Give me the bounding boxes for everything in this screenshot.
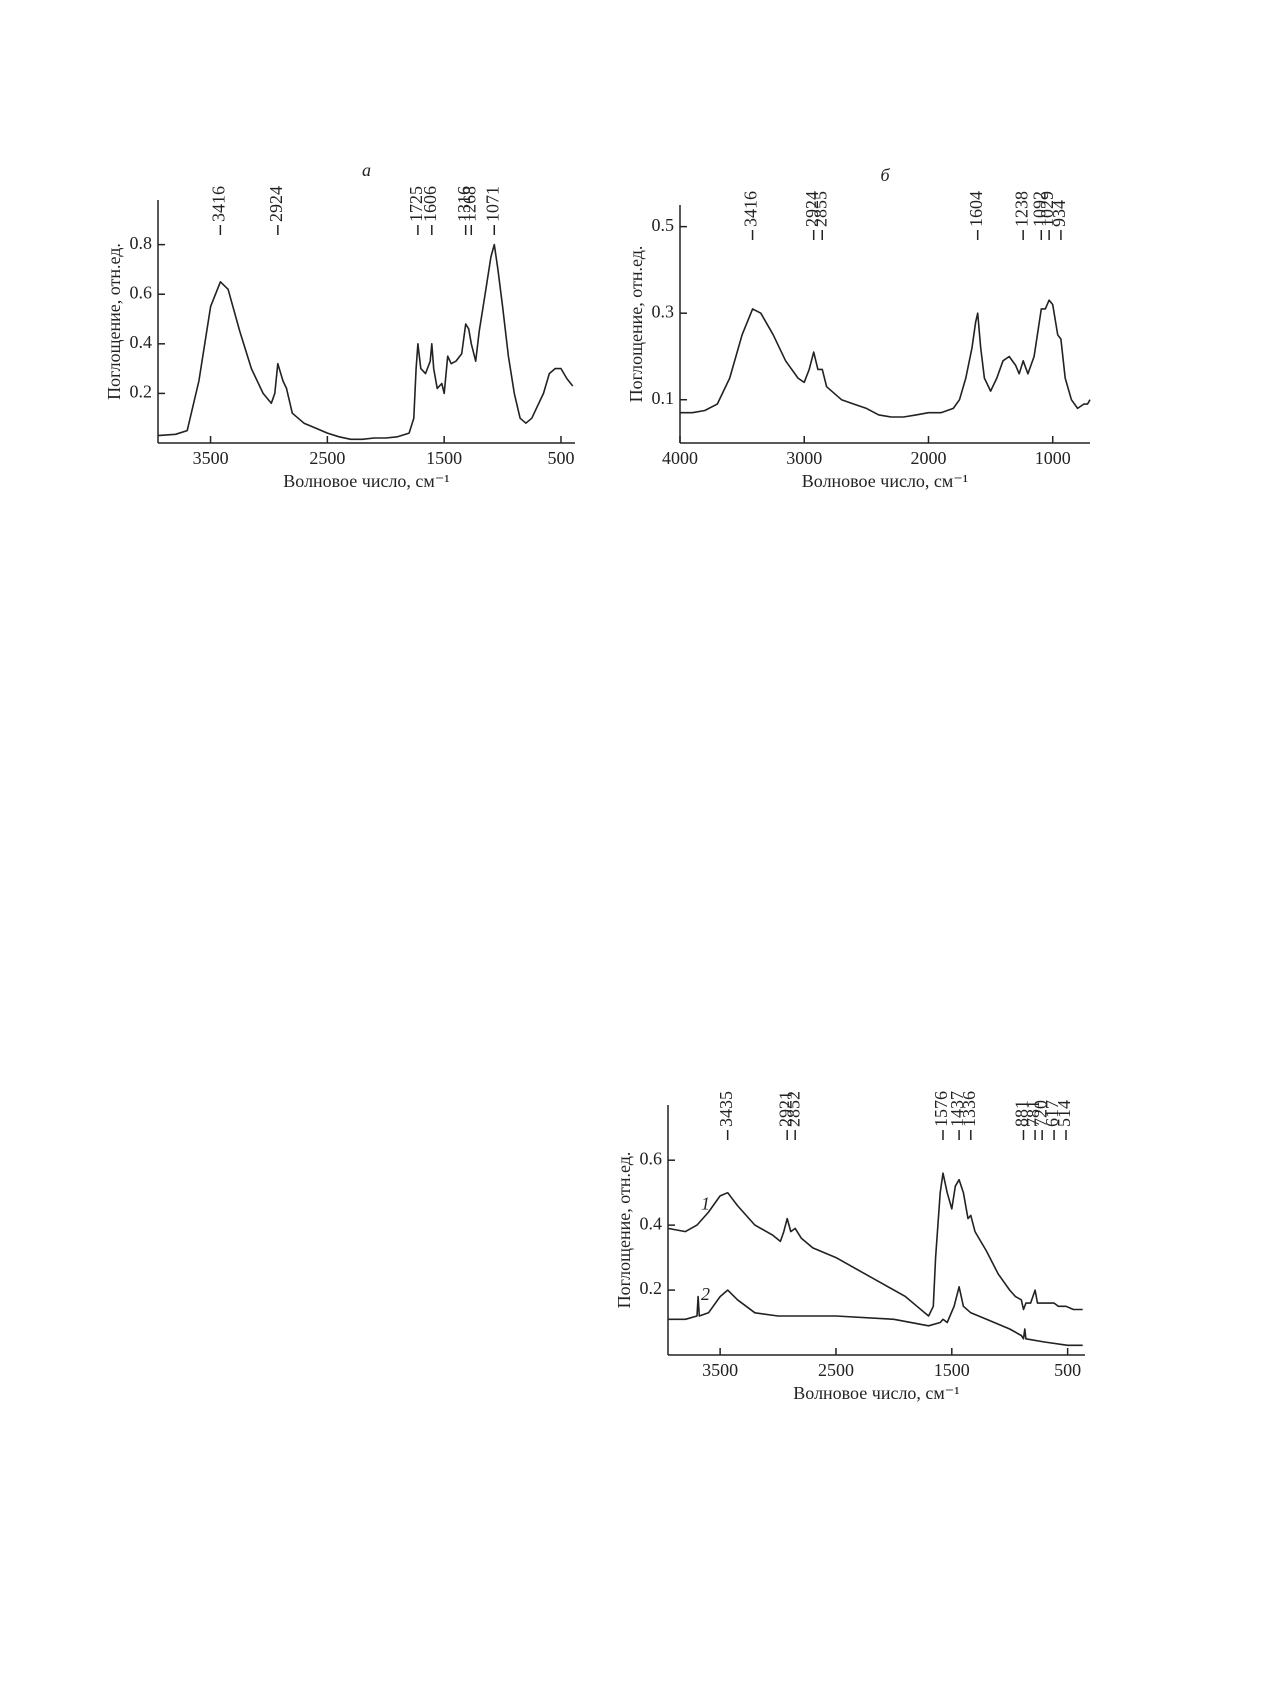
peak-label: 3435 <box>716 1091 736 1127</box>
peak-label: 1029 <box>1037 191 1057 227</box>
y-axis-label: Поглощение, отн.ед. <box>614 1152 634 1309</box>
x-tick-label: 3000 <box>786 448 822 468</box>
y-tick-label: 0.5 <box>652 215 675 235</box>
peak-label: 2924 <box>266 186 286 222</box>
x-tick-label: 3500 <box>702 1360 738 1380</box>
y-tick-label: 0.2 <box>130 382 153 402</box>
x-tick-label: 500 <box>547 448 574 468</box>
peak-label: 2921 <box>775 1091 795 1127</box>
series-label: 2 <box>701 1284 710 1304</box>
spectrum-line <box>668 1286 1083 1347</box>
peak-label: 1725 <box>406 186 426 222</box>
peak-label: 3416 <box>741 191 761 227</box>
x-axis-label: Волновое число, см⁻¹ <box>793 1383 959 1403</box>
peak-label: 1336 <box>959 1091 979 1127</box>
peak-label: 720 <box>1030 1100 1050 1127</box>
y-tick-label: 0.1 <box>652 388 675 408</box>
peak-label: 2855 <box>810 191 830 227</box>
x-tick-label: 2500 <box>309 448 345 468</box>
series-label: 1 <box>701 1193 710 1213</box>
peak-label: 934 <box>1049 200 1069 227</box>
peak-label: 1092 <box>1029 191 1049 227</box>
peak-label: 617 <box>1042 1100 1062 1127</box>
x-tick-label: 1500 <box>426 448 462 468</box>
x-tick-label: 3500 <box>193 448 229 468</box>
peak-label: 1268 <box>459 186 479 222</box>
peak-label: 1604 <box>966 191 986 227</box>
peak-label: 1238 <box>1011 191 1031 227</box>
peak-label: 1606 <box>420 186 440 222</box>
chart-title: а <box>362 160 371 180</box>
peak-label: 2924 <box>802 191 822 227</box>
y-tick-label: 0.6 <box>130 282 153 302</box>
x-tick-label: 1000 <box>1035 448 1071 468</box>
peak-label: 2852 <box>783 1091 803 1127</box>
y-tick-label: 0.4 <box>130 332 153 352</box>
peak-label: 514 <box>1054 1100 1074 1127</box>
y-tick-label: 0.8 <box>130 233 153 253</box>
y-tick-label: 0.6 <box>640 1148 663 1168</box>
spectrum-line <box>667 1172 1083 1317</box>
chart-title: б <box>880 165 890 185</box>
x-tick-label: 2000 <box>910 448 946 468</box>
x-tick-label: 500 <box>1054 1360 1081 1380</box>
peak-label: 3416 <box>208 186 228 222</box>
y-tick-label: 0.4 <box>640 1213 663 1233</box>
peak-label: 1576 <box>931 1091 951 1127</box>
peak-label: 781 <box>1023 1100 1043 1127</box>
x-tick-label: 2500 <box>818 1360 854 1380</box>
y-tick-label: 0.3 <box>652 301 675 321</box>
y-axis-label: Поглощение, отн.ед. <box>626 246 646 403</box>
peak-label: 1071 <box>482 186 502 222</box>
spectrum-line <box>157 243 574 441</box>
y-tick-label: 0.2 <box>640 1278 663 1298</box>
x-tick-label: 4000 <box>662 448 698 468</box>
x-tick-label: 1500 <box>934 1360 970 1380</box>
peak-label: 1316 <box>454 186 474 222</box>
peak-label: 881 <box>1012 1100 1032 1127</box>
spectrum-line <box>680 299 1091 418</box>
peak-label: 1437 <box>947 1091 967 1127</box>
y-axis-label: Поглощение, отн.ед. <box>104 243 124 400</box>
x-axis-label: Волновое число, см⁻¹ <box>802 471 968 491</box>
x-axis-label: Волновое число, см⁻¹ <box>283 471 449 491</box>
